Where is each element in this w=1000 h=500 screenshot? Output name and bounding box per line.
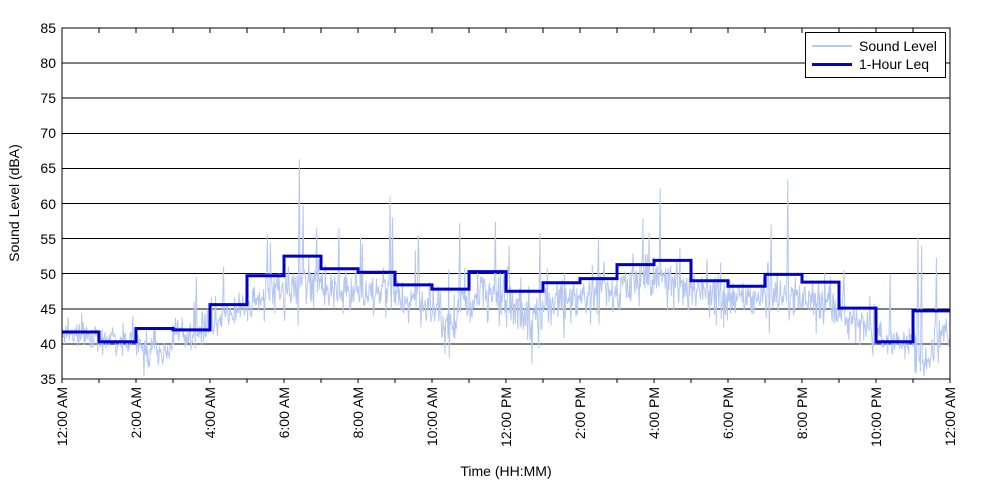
y-tick-label: 60 [40,195,56,212]
legend: Sound Level 1-Hour Leq [805,32,946,78]
y-tick-label: 45 [40,300,56,317]
x-tick-label: 8:00 AM [350,387,366,439]
legend-label-sound-level: Sound Level [859,37,937,54]
y-tick-label: 85 [40,20,56,36]
y-tick-label: 35 [40,371,56,387]
y-tick-label: 65 [40,160,56,177]
y-tick-label: 80 [40,55,56,72]
x-tick-label: 2:00 PM [572,387,588,440]
x-tick-label: 12:00 PM [498,387,514,447]
legend-item-1-hour-leq: 1-Hour Leq [812,56,939,72]
y-tick-label: 55 [40,230,56,247]
x-tick-label: 2:00 AM [128,387,144,439]
leq-line-swatch [812,62,852,66]
x-tick-label: 4:00 PM [646,387,662,440]
x-tick-label: 10:00 PM [868,387,884,447]
y-tick-label: 70 [40,125,56,142]
y-tick-label: 75 [40,90,56,107]
x-tick-label: 8:00 PM [794,387,810,440]
legend-item-sound-level: Sound Level [812,38,939,54]
x-tick-label: 12:00 AM [54,387,70,447]
x-tick-label: 10:00 AM [424,387,440,447]
x-tick-label: 4:00 AM [202,387,218,439]
sound-level-line-swatch [812,44,852,47]
y-tick-label: 40 [40,335,56,352]
y-tick-label: 50 [40,265,56,282]
legend-label-1-hour-leq: 1-Hour Leq [859,56,930,73]
x-tick-label: 6:00 PM [720,387,736,440]
x-axis-title: Time (HH:MM) [460,463,552,479]
x-tick-label: 12:00 AM [942,387,958,447]
x-tick-label: 6:00 AM [276,387,292,439]
y-axis-title: Sound Level (dBA) [6,144,22,262]
